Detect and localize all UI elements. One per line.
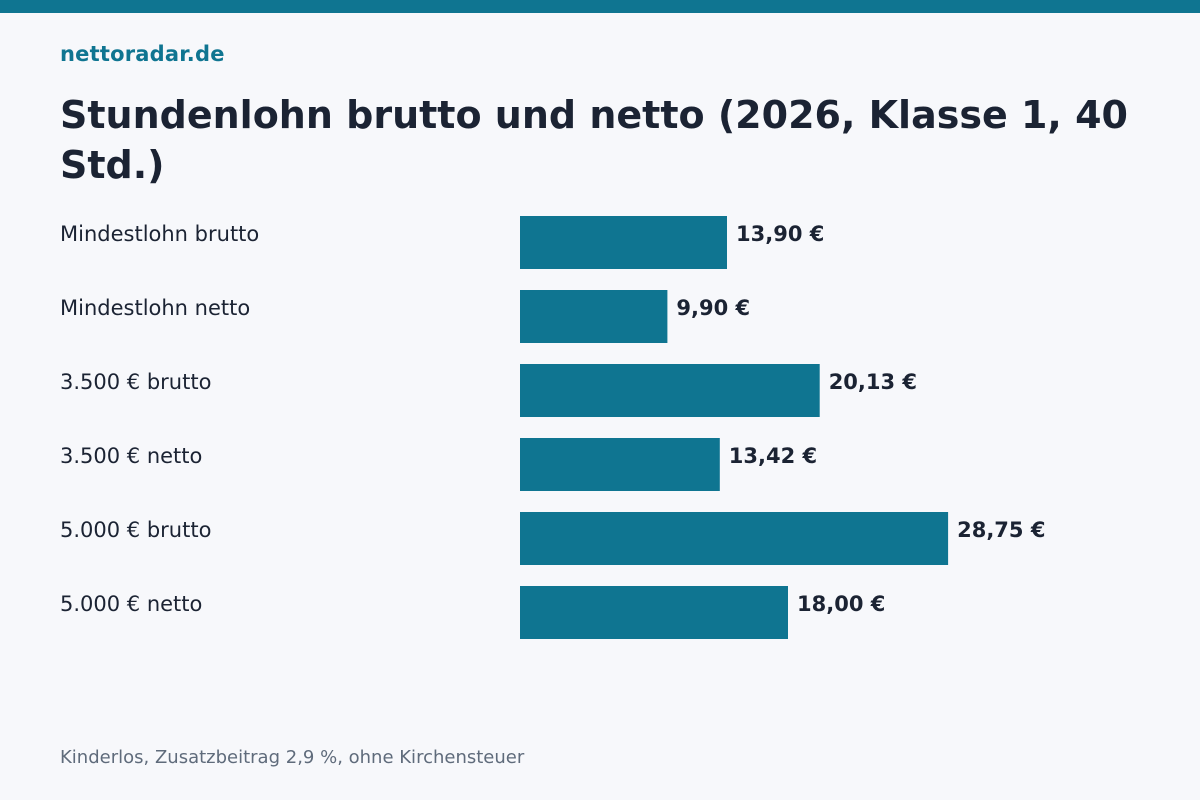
footnote: Kinderlos, Zusatzbeitrag 2,9 %, ohne Kir… — [60, 747, 525, 768]
bar — [520, 586, 788, 639]
category-label: 3.500 € brutto — [60, 370, 211, 394]
category-label: 3.500 € netto — [60, 444, 202, 468]
value-label: 9,90 € — [676, 296, 750, 320]
value-label: 20,13 € — [829, 370, 917, 394]
top-accent-bar — [0, 0, 1200, 13]
value-label: 18,00 € — [797, 592, 885, 616]
bar — [520, 290, 668, 343]
bar — [520, 364, 820, 417]
value-label: 28,75 € — [957, 518, 1045, 542]
category-label: 5.000 € brutto — [60, 518, 211, 542]
bar — [520, 438, 720, 491]
bar — [520, 216, 727, 269]
value-label: 13,90 € — [736, 222, 824, 246]
category-label: Mindestlohn netto — [60, 296, 250, 320]
category-label: 5.000 € netto — [60, 592, 202, 616]
chart-title: Stundenlohn brutto und netto (2026, Klas… — [60, 93, 1128, 187]
value-label: 13,42 € — [729, 444, 817, 468]
category-label: Mindestlohn brutto — [60, 222, 259, 246]
bar — [520, 512, 949, 565]
brand-name: nettoradar.de — [60, 42, 225, 66]
